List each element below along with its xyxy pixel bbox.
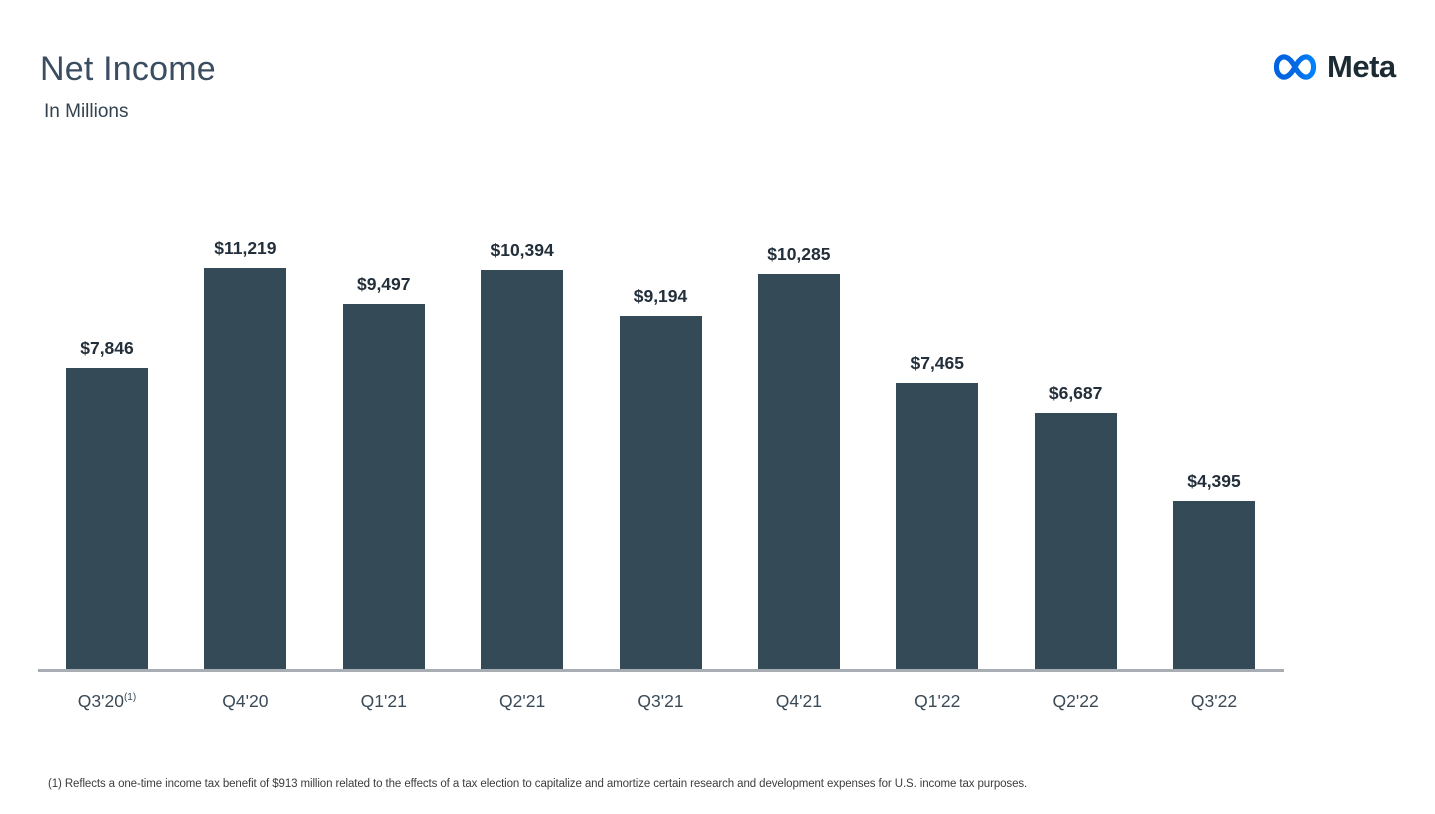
x-axis-label: Q4'21 bbox=[775, 691, 822, 711]
bar-value-label: $7,846 bbox=[80, 337, 134, 358]
bar-column: $6,687 Q2'22 bbox=[1034, 238, 1117, 711]
meta-wordmark: Meta bbox=[1327, 49, 1396, 84]
bar bbox=[66, 367, 148, 670]
bar-chart: $7,846 Q3'20(1) $11,219 Q4'20 $9,497 Q1'21 $10… bbox=[66, 238, 1255, 711]
page-subtitle: In Millions bbox=[44, 101, 129, 122]
x-axis-label-superscript: (1) bbox=[123, 692, 137, 704]
page-title: Net Income bbox=[40, 50, 216, 88]
bar-value-label: $4,395 bbox=[1187, 470, 1241, 491]
meta-infinity-icon bbox=[1270, 50, 1320, 84]
bar bbox=[1173, 500, 1255, 670]
bar-value-label: $10,285 bbox=[767, 244, 831, 264]
bar-column: $4,395 Q3'22 bbox=[1173, 238, 1255, 711]
x-axis-label: Q3'22 bbox=[1190, 691, 1238, 711]
bar-column: $9,497 Q1'21 bbox=[342, 238, 425, 711]
bar bbox=[1034, 412, 1117, 670]
bar-column: $10,394 Q2'21 bbox=[481, 238, 564, 711]
bar bbox=[481, 269, 564, 670]
bar bbox=[896, 382, 979, 670]
bar bbox=[342, 304, 425, 670]
meta-logo: Meta bbox=[1270, 49, 1396, 85]
x-axis-label: Q1'21 bbox=[360, 691, 407, 711]
x-axis-label: Q3'20(1) bbox=[77, 691, 137, 711]
bar bbox=[619, 316, 702, 670]
footnote: (1) Reflects a one-time income tax benef… bbox=[48, 778, 1028, 790]
bar-value-label: $11,219 bbox=[214, 238, 277, 258]
x-axis-label: Q3'21 bbox=[637, 691, 684, 711]
x-axis-line bbox=[38, 669, 1284, 672]
bar-value-label: $9,194 bbox=[633, 286, 688, 306]
bar-column: $11,219 Q4'20 bbox=[204, 238, 287, 711]
bar-column: $7,465 Q1'22 bbox=[896, 238, 979, 711]
x-axis-label: Q2'21 bbox=[499, 691, 546, 711]
bar-value-label: $7,465 bbox=[910, 352, 965, 373]
x-axis-label: Q1'22 bbox=[914, 691, 961, 711]
bar bbox=[204, 268, 287, 670]
bar-value-label: $6,687 bbox=[1048, 382, 1103, 403]
bar-column: $9,194 Q3'21 bbox=[619, 238, 702, 711]
x-axis-label: Q2'22 bbox=[1052, 691, 1099, 711]
bar-column: $10,285 Q4'21 bbox=[757, 238, 840, 711]
x-axis-label: Q4'20 bbox=[222, 691, 269, 711]
bar-column: $7,846 Q3'20(1) bbox=[66, 238, 148, 711]
bar-value-label: $9,497 bbox=[356, 274, 411, 295]
bar bbox=[757, 274, 840, 670]
bar-value-label: $10,394 bbox=[490, 239, 554, 260]
